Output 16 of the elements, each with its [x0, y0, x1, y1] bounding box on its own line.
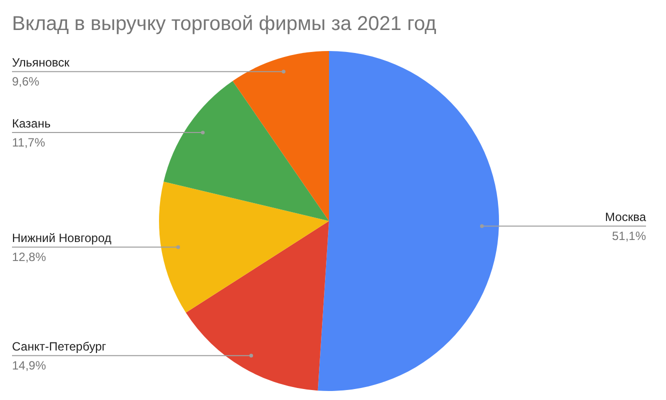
data-label: 11,7% — [12, 136, 46, 150]
data-label: 14,9% — [12, 358, 46, 373]
pie-slice — [318, 51, 499, 391]
data-label: 9,6% — [12, 74, 40, 89]
chart-title: Вклад в выручку торговой фирмы за 2021 год — [12, 13, 437, 35]
pie-slice — [159, 182, 329, 313]
data-label: 12,8% — [12, 250, 46, 264]
pie-slice — [164, 80, 329, 221]
data-label: 51,1% — [612, 229, 646, 244]
slice-label: Нижний Новгород — [12, 231, 112, 246]
slice-label: Москва — [605, 210, 646, 224]
pie-slice — [186, 221, 329, 391]
pie-slice — [232, 51, 329, 221]
slice-label: Санкт-Петербург — [12, 340, 107, 354]
slice-label: Казань — [12, 116, 51, 131]
slice-label: Ульяновск — [12, 56, 70, 70]
